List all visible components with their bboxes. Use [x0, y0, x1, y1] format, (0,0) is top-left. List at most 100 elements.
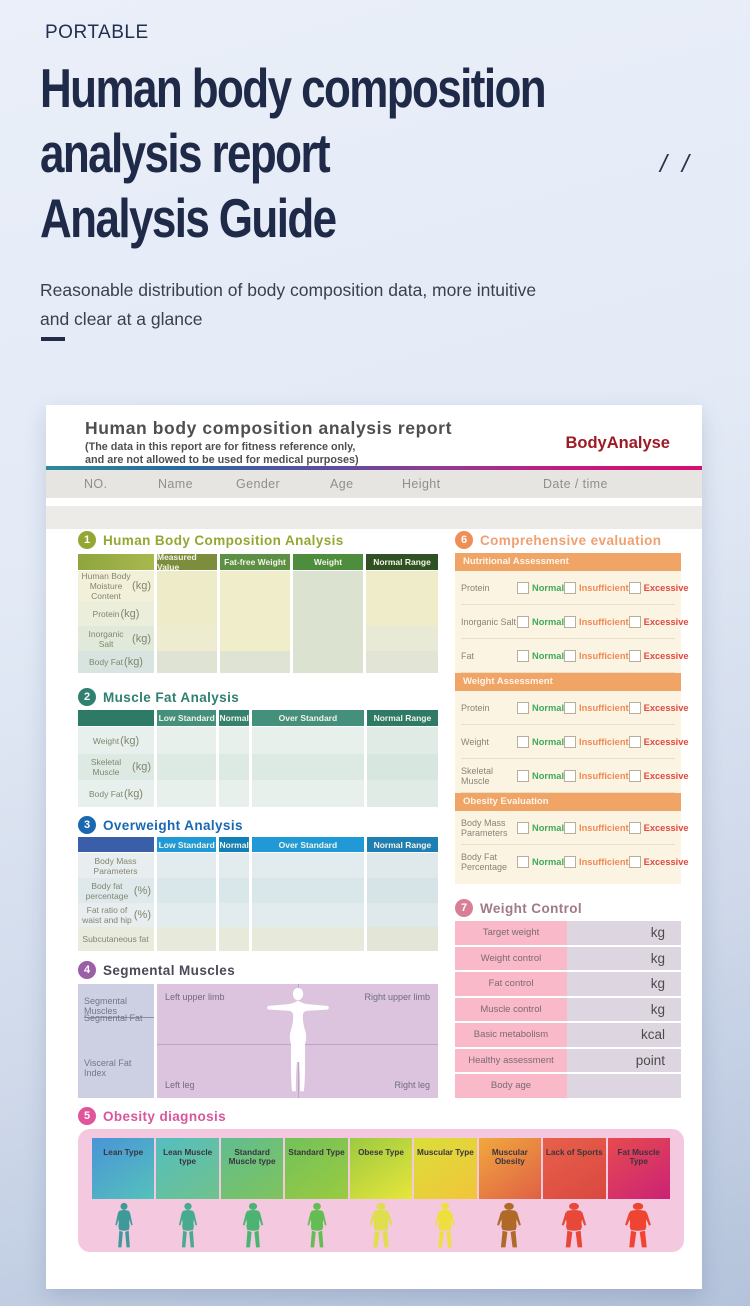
row-label: Weight (kg): [78, 727, 154, 754]
column-header: Normal Range: [366, 837, 438, 852]
info-col-height: Height: [402, 477, 441, 491]
body-silhouette-icon: [115, 1202, 133, 1248]
evaluation-row-label: Weight: [461, 736, 489, 747]
evaluation-row: Body Mass Parameters Normal Insufficient Ex…: [461, 811, 689, 845]
evaluation-row: Protein Normal Insufficient Excessive: [461, 571, 689, 605]
checkbox-icon: [517, 701, 529, 714]
section-segmental-heading: 4 Segmental Muscles: [78, 961, 235, 979]
row-label: Body Mass Parameters: [78, 853, 154, 878]
column-header: Fat-free Weight: [220, 554, 290, 570]
evaluation-row-label: Inorganic Salt: [461, 616, 517, 627]
weight-control-row: Muscle control kg: [455, 997, 681, 1021]
option-label: Excessive: [643, 856, 689, 867]
column-header: Weight: [293, 554, 363, 570]
option-label: Insufficient: [579, 616, 629, 627]
body-silhouette-icon: [561, 1202, 586, 1248]
page-title-line1: Human body composition: [40, 57, 547, 119]
weight-control-label: Healthy assessment: [455, 1048, 567, 1072]
weight-control-label: Body age: [455, 1074, 567, 1098]
column-header: Low Standard: [157, 837, 217, 852]
option-label: Normal: [532, 770, 565, 781]
checkbox-icon: [564, 735, 577, 748]
page-title-line2: analysis report: [40, 122, 331, 184]
section-composition-heading: 1 Human Body Composition Analysis: [78, 531, 344, 549]
checkbox-icon: [564, 649, 577, 662]
checkbox-icon: [628, 769, 641, 782]
evaluation-row-label: Fat: [461, 650, 475, 661]
evaluation-row-label: Body Fat Percentage: [461, 851, 508, 872]
option-label: Excessive: [643, 770, 689, 781]
page-title: Human body composition analysis report A…: [40, 56, 547, 251]
section-number-badge: 1: [78, 531, 96, 549]
weight-control-row: Fat control kg: [455, 972, 681, 996]
checkbox-icon: [517, 649, 529, 662]
column-header: Normal: [219, 710, 250, 726]
decorative-slashes: / /: [660, 150, 693, 178]
option-label: Insufficient: [579, 582, 629, 593]
section-number-badge: 5: [78, 1107, 96, 1125]
obesity-type-tile: Fat Muscle Type: [607, 1138, 670, 1199]
evaluation-group-heading: Obesity Evaluation: [455, 793, 681, 811]
obesity-type-tile: Muscular Type: [414, 1138, 477, 1199]
option-label: Insufficient: [579, 770, 629, 781]
kicker: PORTABLE: [45, 22, 149, 43]
body-silhouette-icon: [497, 1202, 522, 1248]
patient-info-header: NO. Name Gender Age Height Date / time: [46, 470, 702, 498]
page-subtitle: Reasonable distribution of body composit…: [40, 280, 537, 329]
evaluation-row: Body Fat Percentage Normal Insufficient Exc…: [461, 845, 689, 878]
checkbox-icon: [517, 615, 529, 628]
checkbox-icon: [564, 769, 577, 782]
body-silhouette-icon: [435, 1202, 456, 1248]
weight-control-unit: kcal: [567, 1023, 681, 1047]
page-title-line3: Analysis Guide: [40, 187, 337, 249]
info-col-age: Age: [330, 477, 354, 491]
checkbox-icon: [628, 701, 641, 714]
weight-control-unit: kg: [567, 921, 681, 945]
option-label: Insufficient: [579, 702, 629, 713]
evaluation-row-label: Skeletal Muscle: [461, 765, 494, 786]
weight-control-row: Target weight kg: [455, 921, 681, 945]
composition-table: Human Body Moisture Content (kg) Protein(…: [78, 552, 438, 673]
human-figure-icon: [266, 987, 329, 1092]
section-weight-control-heading: 7 Weight Control: [455, 899, 582, 917]
body-silhouette-icon: [624, 1202, 651, 1248]
column-header: Normal Range: [366, 554, 438, 570]
weight-control-label: Weight control: [455, 946, 567, 970]
segmental-legend: Segmental Muscles Segmental Fat Visceral…: [78, 984, 154, 1098]
evaluation-box: Nutritional Assessment Protein Normal Insuf…: [455, 553, 689, 884]
checkbox-icon: [628, 581, 641, 594]
report-title: Human body composition analysis report: [85, 418, 453, 438]
checkbox-icon: [628, 649, 641, 662]
obesity-type-tile: Muscular Obesity: [478, 1138, 542, 1199]
body-silhouette-icon: [179, 1202, 198, 1248]
row-label: Skeletal Muscle (kg): [78, 754, 154, 780]
option-label: Excessive: [643, 822, 689, 833]
section-number-badge: 6: [455, 531, 473, 549]
option-label: Normal: [532, 702, 565, 713]
weight-control-unit: [567, 1074, 681, 1098]
segmental-diagram: Left upper limb Right upper limb Left le…: [157, 984, 438, 1098]
gradient-divider: [46, 466, 702, 470]
evaluation-row-label: Protein: [461, 582, 490, 593]
evaluation-row-label: Protein: [461, 702, 490, 713]
weight-control-unit: point: [567, 1048, 681, 1072]
row-label: Body Fat (kg): [78, 651, 154, 673]
checkbox-icon: [628, 821, 641, 834]
option-label: Normal: [532, 822, 565, 833]
obesity-type-tile: Obese Type: [349, 1138, 413, 1199]
option-label: Insufficient: [579, 650, 629, 661]
obesity-type-tile: Lean Type: [92, 1138, 155, 1199]
column-header: Low Standard: [157, 710, 217, 726]
section-number-badge: 7: [455, 899, 473, 917]
row-label: Fat ratio of waist and hip (%): [78, 903, 154, 927]
checkbox-icon: [564, 615, 577, 628]
option-label: Normal: [532, 582, 565, 593]
evaluation-row: Skeletal Muscle Normal Insufficient Excessi…: [461, 759, 689, 793]
checkbox-icon: [564, 581, 577, 594]
evaluation-row: Weight Normal Insufficient Excessive: [461, 725, 689, 759]
info-col-name: Name: [158, 477, 193, 491]
body-silhouette-icon: [369, 1202, 393, 1248]
obesity-panel: Lean Type Lean Muscle type Standard Muscle…: [78, 1129, 684, 1252]
option-label: Excessive: [643, 616, 689, 627]
